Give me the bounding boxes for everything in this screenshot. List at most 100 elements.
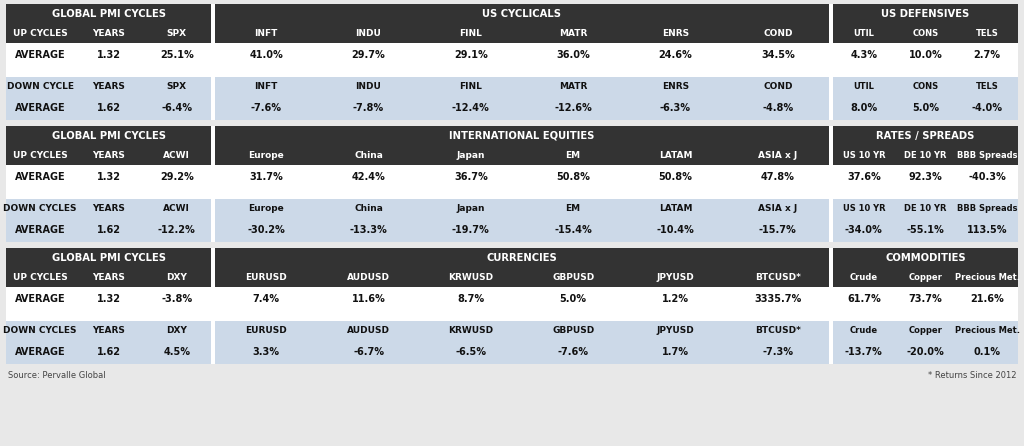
Bar (215, 77, 829, 96)
Text: 3.3%: 3.3% (253, 347, 280, 357)
Text: 5.0%: 5.0% (560, 294, 587, 304)
Text: TELS: TELS (976, 29, 998, 38)
Text: 0.1%: 0.1% (974, 347, 1000, 357)
Text: EURUSD: EURUSD (246, 326, 287, 335)
Text: China: China (354, 151, 383, 160)
Text: Europe: Europe (248, 151, 284, 160)
Text: COND: COND (763, 29, 793, 38)
Text: 1.7%: 1.7% (662, 347, 689, 357)
Bar (215, 268, 829, 287)
Text: Crude: Crude (850, 326, 878, 335)
Text: 29.1%: 29.1% (454, 50, 487, 60)
Bar (833, 77, 1018, 96)
Text: 2.7%: 2.7% (974, 50, 1000, 60)
Bar (833, 199, 1018, 218)
Text: 50.8%: 50.8% (556, 172, 590, 182)
Text: DXY: DXY (166, 326, 187, 335)
Text: -4.0%: -4.0% (972, 103, 1002, 113)
Text: BBB Spreads: BBB Spreads (956, 151, 1018, 160)
Text: COMMODITIES: COMMODITIES (885, 253, 966, 263)
Bar (833, 321, 1018, 340)
Bar (6, 4, 1018, 120)
Text: MATR: MATR (559, 29, 588, 38)
Text: LATAM: LATAM (658, 204, 692, 213)
Text: ENRS: ENRS (662, 82, 689, 91)
Text: 10.0%: 10.0% (908, 50, 942, 60)
Bar (215, 248, 829, 268)
Text: YEARS: YEARS (92, 204, 125, 213)
Text: 92.3%: 92.3% (908, 172, 942, 182)
Text: Japan: Japan (457, 204, 485, 213)
Bar (6, 146, 211, 165)
Text: Precious Met.: Precious Met. (954, 273, 1020, 282)
Bar (6, 199, 211, 218)
Text: AVERAGE: AVERAGE (15, 103, 66, 113)
Text: JPYUSD: JPYUSD (656, 326, 694, 335)
Bar (215, 189, 829, 199)
Text: -3.8%: -3.8% (161, 294, 193, 304)
Text: 1.32: 1.32 (96, 172, 121, 182)
Text: DOWN CYCLE: DOWN CYCLE (7, 82, 74, 91)
Text: TELS: TELS (976, 82, 998, 91)
Text: 29.2%: 29.2% (160, 172, 194, 182)
Bar (6, 248, 211, 268)
Text: UTIL: UTIL (853, 29, 874, 38)
Text: 29.7%: 29.7% (351, 50, 385, 60)
Bar (6, 126, 211, 146)
Bar (215, 96, 829, 120)
Text: INTERNATIONAL EQUITIES: INTERNATIONAL EQUITIES (450, 131, 595, 141)
Text: AVERAGE: AVERAGE (15, 50, 66, 60)
Text: -40.3%: -40.3% (969, 172, 1006, 182)
Bar (833, 248, 1018, 268)
Text: -7.6%: -7.6% (251, 103, 282, 113)
Text: China: China (354, 204, 383, 213)
Text: ASIA x J: ASIA x J (758, 151, 798, 160)
Text: KRWUSD: KRWUSD (449, 273, 494, 282)
Text: 36.0%: 36.0% (556, 50, 590, 60)
Text: JPYUSD: JPYUSD (656, 273, 694, 282)
Text: -7.6%: -7.6% (558, 347, 589, 357)
Text: BTCUSD*: BTCUSD* (755, 273, 801, 282)
Text: Copper: Copper (908, 326, 942, 335)
Text: 3335.7%: 3335.7% (755, 294, 802, 304)
Text: 42.4%: 42.4% (351, 172, 385, 182)
Text: CURRENCIES: CURRENCIES (486, 253, 557, 263)
Text: -30.2%: -30.2% (247, 225, 285, 235)
Bar (833, 311, 1018, 321)
Bar (6, 77, 211, 96)
Bar (6, 268, 211, 287)
Text: 113.5%: 113.5% (967, 225, 1008, 235)
Bar (6, 96, 211, 120)
Text: 5.0%: 5.0% (912, 103, 939, 113)
Bar (833, 24, 1018, 43)
Text: FINL: FINL (460, 29, 482, 38)
Bar (833, 126, 1018, 146)
Text: 7.4%: 7.4% (253, 294, 280, 304)
Text: EURUSD: EURUSD (246, 273, 287, 282)
Text: YEARS: YEARS (92, 29, 125, 38)
Text: -6.3%: -6.3% (660, 103, 691, 113)
Text: KRWUSD: KRWUSD (449, 326, 494, 335)
Bar (833, 340, 1018, 364)
Bar (215, 24, 829, 43)
Bar (215, 321, 829, 340)
Bar (833, 189, 1018, 199)
Text: YEARS: YEARS (92, 151, 125, 160)
Text: AUDUSD: AUDUSD (347, 326, 390, 335)
Bar (833, 43, 1018, 67)
Text: -10.4%: -10.4% (656, 225, 694, 235)
Text: US DEFENSIVES: US DEFENSIVES (882, 9, 970, 19)
Text: -19.7%: -19.7% (452, 225, 489, 235)
Text: 21.6%: 21.6% (971, 294, 1005, 304)
Bar (215, 165, 829, 189)
Text: -6.5%: -6.5% (456, 347, 486, 357)
Text: AVERAGE: AVERAGE (15, 294, 66, 304)
Text: Source: Pervalle Global: Source: Pervalle Global (8, 371, 105, 380)
Text: -20.0%: -20.0% (906, 347, 944, 357)
Bar (6, 43, 211, 67)
Text: -13.3%: -13.3% (349, 225, 387, 235)
Bar (215, 199, 829, 218)
Text: 1.62: 1.62 (96, 347, 121, 357)
Bar (6, 248, 1018, 364)
Text: 1.62: 1.62 (96, 103, 121, 113)
